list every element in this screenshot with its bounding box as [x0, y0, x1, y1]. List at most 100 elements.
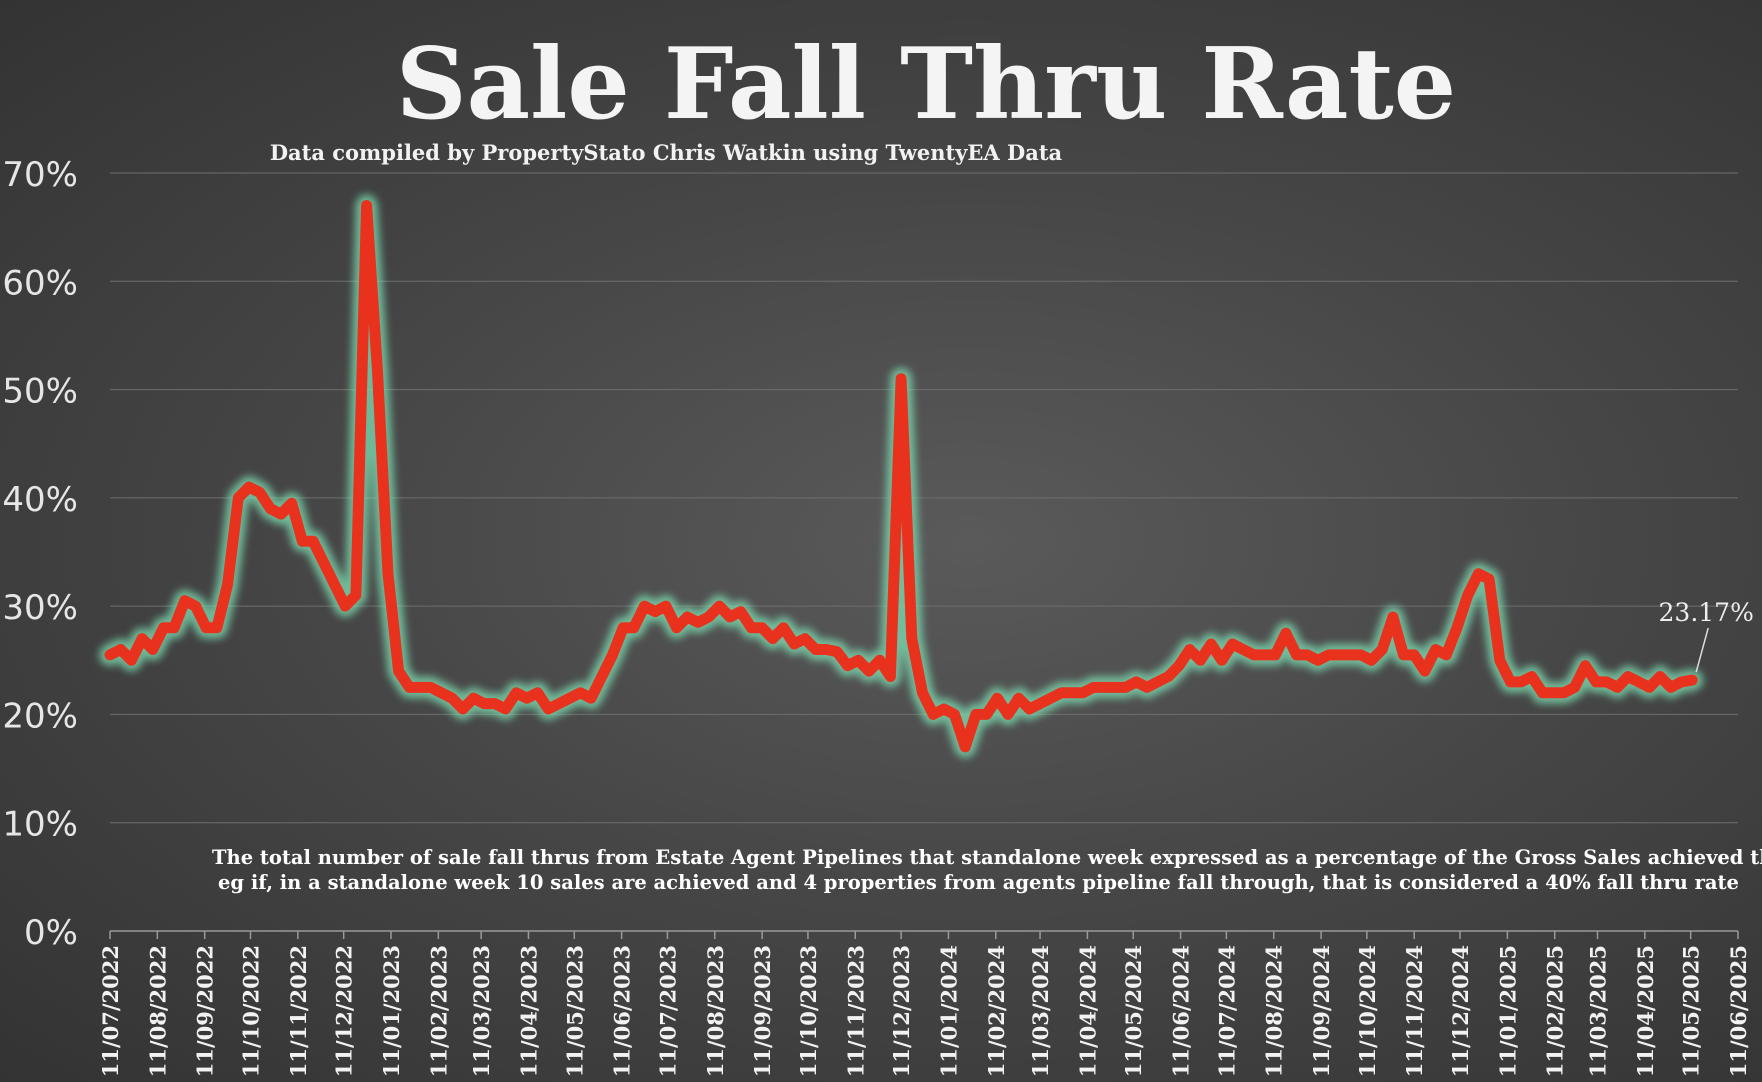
data-point [618, 623, 628, 633]
data-point [1078, 688, 1088, 698]
y-tick-label: 30% [2, 588, 78, 628]
x-tick-label: 11/11/2023 [843, 945, 868, 1077]
chart-subtitle: Data compiled by PropertyStato Chris Wat… [270, 140, 1063, 165]
data-point [105, 650, 115, 660]
data-point [629, 623, 639, 633]
data-point [725, 612, 735, 622]
data-point [928, 709, 938, 719]
data-point [394, 666, 404, 676]
x-tick-label: 11/04/2023 [516, 945, 541, 1077]
data-point [372, 363, 382, 373]
x-tick-label: 11/12/2022 [332, 945, 357, 1077]
data-point [137, 634, 147, 644]
data-point [1345, 650, 1355, 660]
data-point [383, 569, 393, 579]
data-point [1431, 644, 1441, 654]
data-point [1260, 650, 1270, 660]
x-tick-label: 11/11/2024 [1402, 945, 1427, 1077]
data-point [597, 672, 607, 682]
data-point [821, 644, 831, 654]
data-point [1377, 644, 1387, 654]
data-point [191, 601, 201, 611]
data-point [1538, 688, 1548, 698]
y-tick-label: 10% [2, 805, 78, 845]
data-point [1313, 655, 1323, 665]
data-point [522, 693, 532, 703]
data-point [1484, 574, 1494, 584]
x-tick-label: 11/09/2022 [193, 945, 218, 1077]
last-value-label: 23.17% [1659, 598, 1754, 627]
x-tick-label: 11/10/2023 [796, 945, 821, 1077]
data-point [1270, 650, 1280, 660]
x-tick-label: 11/08/2024 [1262, 945, 1287, 1077]
data-point [575, 688, 585, 698]
data-point [1217, 655, 1227, 665]
y-tick-label: 40% [2, 480, 78, 520]
definition-note-line-1: The total number of sale fall thrus from… [212, 846, 1762, 869]
y-tick-label: 20% [2, 696, 78, 736]
data-point [1516, 677, 1526, 687]
x-tick-label: 11/02/2024 [984, 945, 1009, 1077]
data-point [1067, 688, 1077, 698]
data-point [255, 487, 265, 497]
data-point [447, 693, 457, 703]
x-tick-label: 11/03/2023 [469, 945, 494, 1077]
data-point [939, 704, 949, 714]
series-fall-thru-rate [99, 194, 1704, 758]
data-point [768, 634, 778, 644]
x-tick-label: 11/01/2025 [1495, 945, 1520, 1077]
data-point [1163, 672, 1173, 682]
data-point [640, 601, 650, 611]
data-point [158, 623, 168, 633]
x-tick-label: 11/01/2023 [379, 945, 404, 1077]
data-point [1580, 661, 1590, 671]
data-point [1014, 693, 1024, 703]
x-tick-label: 11/01/2024 [936, 945, 961, 1077]
data-point [1623, 672, 1633, 682]
data-point [1089, 682, 1099, 692]
data-point [265, 504, 275, 514]
data-point [1281, 628, 1291, 638]
data-point [1655, 672, 1665, 682]
data-point [244, 482, 254, 492]
data-point [116, 644, 126, 654]
data-point [233, 493, 243, 503]
x-tick-label: 11/02/2023 [426, 945, 451, 1077]
data-point [565, 693, 575, 703]
data-point [1302, 650, 1312, 660]
data-point [1676, 677, 1686, 687]
data-point [329, 579, 339, 589]
data-point [287, 498, 297, 508]
data-point [1121, 682, 1131, 692]
y-tick-label: 0% [24, 913, 78, 953]
data-point [682, 612, 692, 622]
data-point [1046, 693, 1056, 703]
data-point [308, 536, 318, 546]
x-tick-label: 11/06/2023 [610, 945, 635, 1077]
data-point [714, 601, 724, 611]
data-point [885, 672, 895, 682]
data-point [1035, 699, 1045, 709]
data-point [672, 623, 682, 633]
x-tick-label: 11/08/2023 [703, 945, 728, 1077]
data-point [1003, 709, 1013, 719]
data-point [1644, 682, 1654, 692]
data-point [436, 688, 446, 698]
data-point [661, 601, 671, 611]
data-point [1227, 639, 1237, 649]
data-point [415, 682, 425, 692]
data-point [212, 623, 222, 633]
data-point [1292, 650, 1302, 660]
chart-title: Sale Fall Thru Rate [396, 27, 1456, 142]
x-tick-label: 11/07/2023 [655, 945, 680, 1077]
x-tick-label: 11/12/2023 [889, 945, 914, 1077]
x-tick-label: 11/11/2022 [286, 945, 311, 1077]
data-point [458, 704, 468, 714]
data-point [1505, 677, 1515, 687]
series-line [104, 200, 1698, 753]
data-point [276, 509, 286, 519]
data-point [1634, 677, 1644, 687]
data-point [971, 709, 981, 719]
